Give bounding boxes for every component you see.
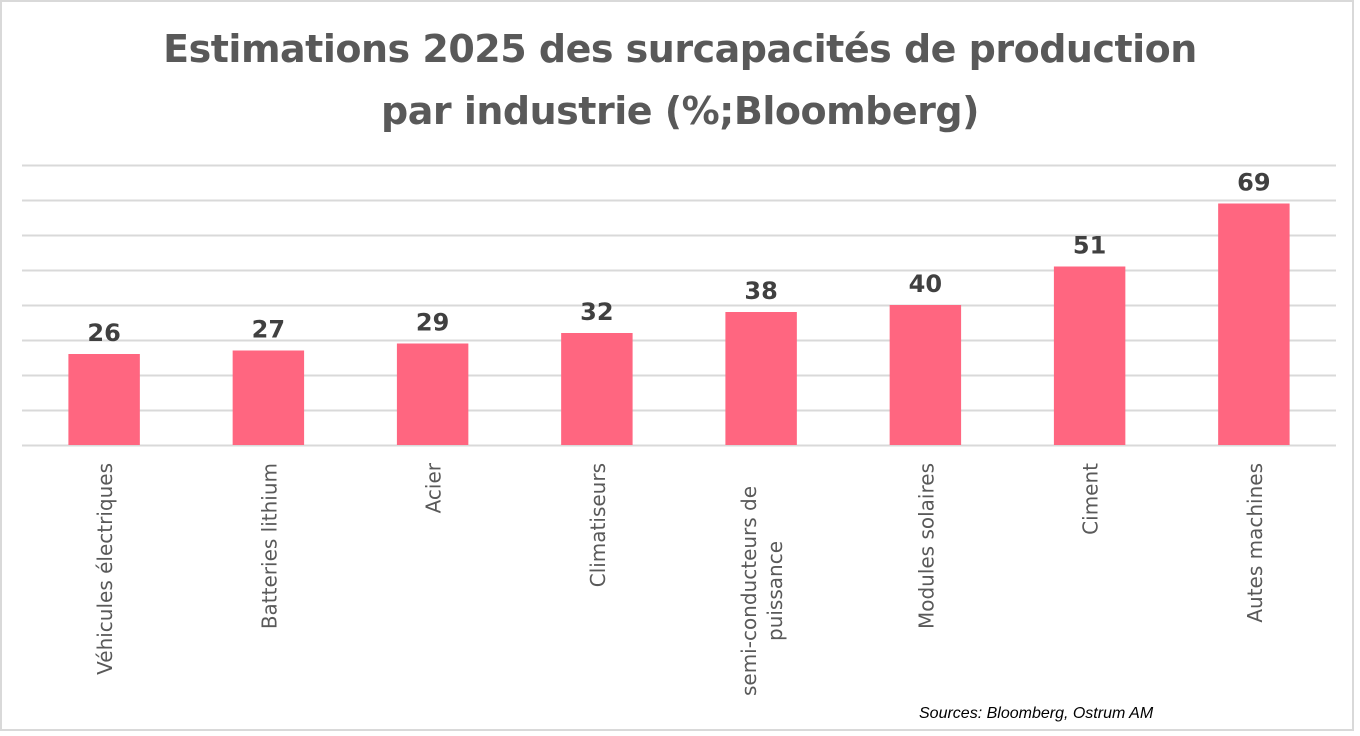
bar — [232, 350, 305, 445]
x-tick-label-line: Modules solaires — [914, 463, 938, 629]
gridlines — [22, 164, 1336, 447]
x-tick-label: Modules solaires — [914, 463, 938, 629]
x-tick-label: Climatiseurs — [586, 463, 610, 587]
bar — [561, 333, 633, 445]
x-tick-label: Ciment — [1079, 463, 1103, 535]
bar — [68, 354, 140, 445]
x-tick-label-line: Batteries lithium — [257, 463, 281, 629]
data-labels: 26 27 29 32 38 40 51 69 — [87, 169, 1270, 348]
bar — [1053, 266, 1126, 445]
data-label: 40 — [909, 270, 942, 298]
x-tick-label-line: semi-conducteurs de — [737, 486, 761, 696]
x-tick-label-line: Autes machines — [1243, 463, 1267, 623]
data-label: 69 — [1237, 169, 1270, 197]
x-tick-label: Véhicules électriques — [93, 463, 117, 675]
bars — [68, 203, 1290, 445]
x-tick-label-line: Climatiseurs — [586, 463, 610, 587]
bar — [889, 305, 962, 445]
x-tick-labels: Véhicules électriques Batteries lithium Ac… — [93, 462, 1267, 696]
data-label: 26 — [87, 319, 120, 347]
data-label: 38 — [744, 277, 777, 305]
chart-title-line-2: par industrie (%;Bloomberg) — [381, 89, 979, 133]
chart-title-line-1: Estimations 2025 des surcapacités de pro… — [163, 27, 1197, 71]
data-label: 32 — [580, 298, 613, 326]
x-tick-label-line: Ciment — [1079, 463, 1103, 535]
x-tick-label: Autes machines — [1243, 463, 1267, 623]
data-label: 29 — [416, 309, 449, 337]
x-tick-label: Acier — [422, 462, 446, 513]
x-tick-label: semi-conducteurs de puissance — [737, 486, 787, 696]
x-tick-label-line: puissance — [763, 541, 787, 641]
bar — [396, 343, 469, 445]
x-tick-label-line: Véhicules électriques — [93, 463, 117, 675]
x-tick-label: Batteries lithium — [257, 463, 281, 629]
x-tick-label-line: Acier — [422, 462, 446, 513]
data-label: 51 — [1073, 232, 1106, 260]
data-label: 27 — [252, 316, 285, 344]
bar — [725, 312, 797, 445]
bar — [1218, 203, 1290, 445]
source-note: Sources: Bloomberg, Ostrum AM — [919, 705, 1154, 722]
